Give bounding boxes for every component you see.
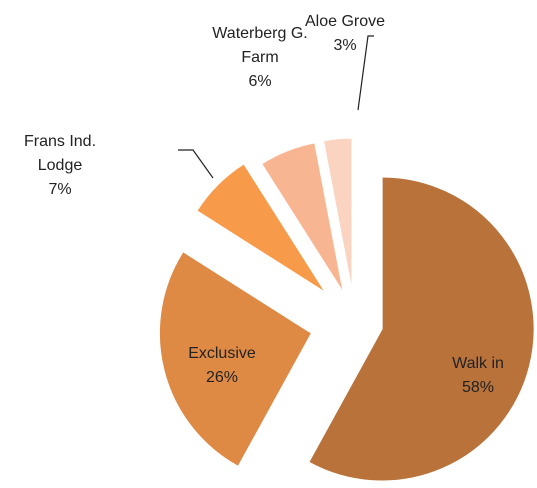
slice-label: Walk in xyxy=(452,355,504,372)
pie-slice xyxy=(261,142,344,293)
leader-line xyxy=(357,35,374,111)
pie-slice xyxy=(196,163,326,293)
slice-value-label: 6% xyxy=(248,73,271,90)
slice-value-label: 3% xyxy=(333,37,356,54)
pie-slice xyxy=(322,137,353,291)
slice-label: Waterberg G. Farm xyxy=(212,25,307,66)
slice-label: Aloe Grove xyxy=(305,13,385,30)
slice-value-label: 26% xyxy=(206,369,238,386)
pie-slice xyxy=(308,176,535,482)
slice-value-label: 7% xyxy=(48,181,71,198)
leader-line xyxy=(178,149,214,179)
pie-slice xyxy=(158,251,313,468)
slice-label: Exclusive xyxy=(188,345,256,362)
slice-value-label: 58% xyxy=(462,379,494,396)
slice-label: Frans Ind. Lodge xyxy=(24,133,96,174)
